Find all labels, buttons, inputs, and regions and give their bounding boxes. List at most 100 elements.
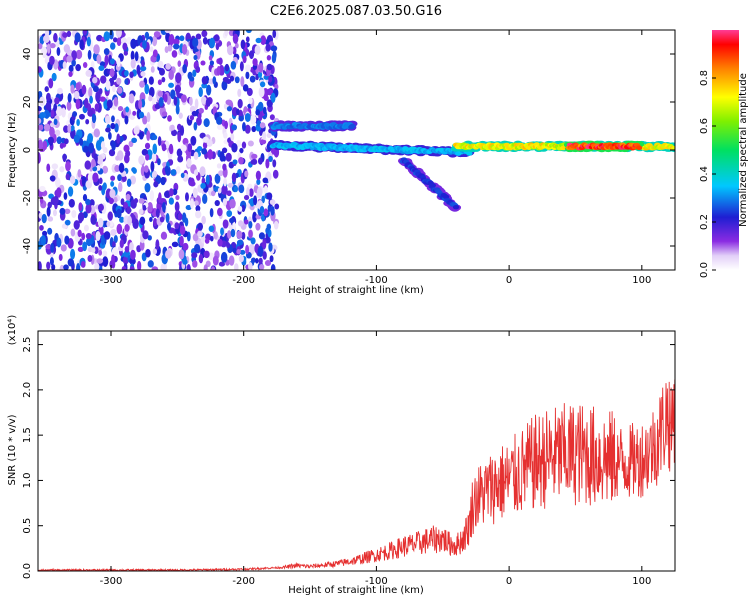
spectrogram-speckle: [108, 149, 116, 157]
spectrogram-speckle: [260, 35, 267, 46]
spectrogram-speckle: [224, 63, 230, 72]
spectrogram-speckle: [75, 64, 81, 72]
spectrogram-speckle: [180, 172, 185, 178]
spectrogram-speckle: [189, 115, 195, 121]
spectrogram-speckle: [49, 127, 55, 137]
spectrogram-speckle: [154, 103, 161, 110]
spectrogram-speckle: [175, 72, 182, 84]
spectrogram-speckle: [263, 74, 270, 80]
spectrogram-speckle: [77, 246, 84, 253]
spectrogram-speckle: [125, 150, 131, 158]
spectrogram-speckle: [230, 132, 235, 142]
spectrogram-speckle: [101, 234, 105, 246]
spectrogram-speckle: [262, 106, 267, 115]
spectrogram-speckle: [98, 177, 103, 185]
spectrogram-speckle: [161, 143, 167, 152]
spectrogram-speckle: [186, 157, 192, 168]
spectrogram-speckle: [239, 61, 244, 72]
spectrogram-speckle: [228, 255, 235, 266]
spectrogram-speckle: [94, 103, 99, 112]
spectrogram-speckle: [42, 230, 48, 237]
spectrogram-speckle: [81, 232, 86, 241]
spectrogram-speckle: [88, 142, 95, 154]
spectrogram-speckle: [189, 96, 193, 106]
spectrogram-y-tick-label: 20: [22, 96, 33, 109]
spectrogram-speckle: [108, 197, 114, 205]
spectrogram-speckle: [198, 87, 203, 98]
spectrogram-speckle: [214, 199, 220, 207]
spectrogram-speckle: [77, 169, 82, 178]
spectrogram-speckle: [274, 203, 280, 210]
spectrogram-speckle: [120, 37, 127, 45]
spectrogram-cell: [452, 205, 460, 210]
spectrogram-speckle: [46, 43, 51, 54]
snr-y-tick-label: 0.5: [22, 518, 33, 534]
spectrogram-speckle: [91, 113, 97, 124]
spectrogram-speckle: [124, 224, 130, 232]
spectrogram-speckle: [261, 195, 265, 204]
spectrogram-speckle: [243, 194, 250, 201]
spectrogram-speckle: [44, 86, 49, 92]
spectrogram-speckle: [213, 231, 218, 240]
spectrogram-speckle: [266, 99, 273, 108]
spectrogram-speckle: [72, 111, 78, 117]
spectrogram-speckle: [200, 96, 207, 105]
spectrogram-speckle: [75, 49, 83, 60]
spectrogram-speckle: [95, 230, 101, 242]
spectrogram-speckle: [131, 137, 138, 143]
spectrogram-speckle: [253, 195, 258, 206]
spectrogram-speckle: [46, 163, 51, 173]
spectrogram-speckle: [45, 102, 52, 111]
spectrogram-speckle: [38, 43, 43, 50]
spectrogram-speckle: [255, 258, 259, 264]
spectrogram-speckle: [225, 152, 232, 162]
spectrogram-speckle: [64, 235, 70, 245]
spectrogram-speckle: [212, 76, 217, 85]
spectrogram-speckle: [202, 141, 208, 149]
spectrogram-speckle: [40, 234, 46, 246]
spectrogram-y-tick-label: -40: [22, 238, 33, 254]
spectrogram-speckle: [110, 180, 115, 187]
spectrogram-speckle: [126, 36, 132, 45]
spectrogram-speckle: [97, 217, 104, 228]
snr-y-tick-label: 0.0: [22, 563, 33, 579]
spectrogram-speckle: [98, 185, 103, 191]
snr-marks: [38, 379, 675, 571]
spectrogram-speckle: [263, 185, 268, 194]
spectrogram-speckle: [148, 86, 155, 98]
spectrogram-feature: [267, 120, 358, 132]
spectrogram-speckle: [51, 264, 56, 270]
spectrogram-speckle: [157, 158, 161, 166]
spectrogram-speckle: [100, 141, 106, 150]
spectrogram-speckle: [177, 131, 182, 143]
spectrogram-speckle: [221, 185, 228, 195]
spectrogram-speckle: [245, 64, 251, 72]
spectrogram-speckle: [208, 225, 215, 232]
spectrogram-speckle: [89, 199, 95, 207]
spectrogram-speckle: [266, 55, 272, 61]
spectrogram-speckle: [225, 78, 232, 85]
spectrogram-speckle: [136, 260, 142, 270]
spectrogram-speckle: [130, 249, 136, 260]
spectrogram-speckle: [103, 31, 110, 42]
spectrogram-speckle: [204, 238, 210, 244]
spectrogram-speckle: [155, 239, 160, 251]
spectrogram-speckle: [242, 122, 246, 132]
spectrogram-speckle: [96, 165, 101, 171]
spectrogram-speckle: [124, 70, 129, 77]
snr-x-tick-label: -100: [365, 576, 388, 587]
spectrogram-speckle: [119, 239, 124, 249]
spectrogram-speckle: [161, 111, 168, 117]
spectrogram-speckle: [248, 229, 253, 239]
spectrogram-speckle: [63, 264, 69, 270]
spectrogram-speckle: [226, 106, 233, 112]
spectrogram-speckle: [225, 99, 232, 106]
spectrogram-speckle: [125, 193, 131, 201]
spectrogram-speckle: [114, 123, 119, 133]
spectrogram-speckle: [153, 31, 161, 38]
spectrogram-speckle: [76, 263, 81, 270]
spectrogram-speckle: [147, 201, 153, 213]
spectrogram-speckle: [259, 139, 267, 145]
